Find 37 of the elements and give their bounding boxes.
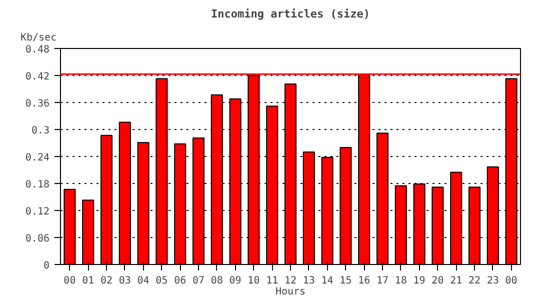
y-tick-label: 0.42 [25, 72, 50, 82]
x-tick-label: 00 [505, 276, 518, 286]
x-tick-label: 12 [284, 276, 297, 286]
y-tick-label: 0.12 [25, 206, 50, 218]
x-tick-label: 15 [340, 276, 352, 286]
y-tick-label: 0.3 [31, 126, 50, 136]
x-tick-label: 22 [468, 276, 481, 286]
x-axis-title: Hours [275, 286, 306, 298]
x-tick-label: 09 [229, 276, 242, 286]
y-axis-title: Kb/sec [20, 32, 57, 44]
x-tick-label: 01 [82, 276, 94, 286]
x-tick-label: 17 [376, 276, 389, 286]
x-tick-label: 02 [100, 276, 113, 286]
x-tick-label: 00 [64, 276, 76, 286]
x-tick-label: 19 [413, 276, 426, 286]
x-tick-label: 13 [302, 276, 315, 286]
x-tick-label: 04 [137, 276, 150, 286]
x-tick-label: 03 [118, 276, 131, 286]
x-tick-label: 08 [210, 276, 223, 286]
x-tick-label: 06 [174, 276, 186, 286]
x-tick-label: 14 [321, 276, 334, 286]
x-tick-label: 07 [192, 276, 205, 286]
chart-title: Incoming articles (size) [211, 8, 370, 20]
y-tick-label: 0.36 [25, 98, 50, 110]
y-tick-label: 0.48 [25, 44, 50, 56]
x-tick-label: 23 [486, 276, 499, 286]
x-tick-label: 21 [450, 276, 462, 286]
x-tick-label: 11 [266, 276, 278, 286]
y-tick-label: 0.06 [25, 234, 50, 244]
y-tick-label: 0.24 [25, 152, 50, 164]
y-tick-label: 0 [43, 260, 50, 272]
x-tick-label: 05 [156, 276, 168, 286]
y-tick-label: 0.18 [25, 180, 50, 190]
x-tick-label: 10 [248, 276, 260, 286]
x-tick-label: 18 [394, 276, 407, 286]
x-tick-label: 20 [432, 276, 444, 286]
x-tick-label: 16 [358, 276, 370, 286]
